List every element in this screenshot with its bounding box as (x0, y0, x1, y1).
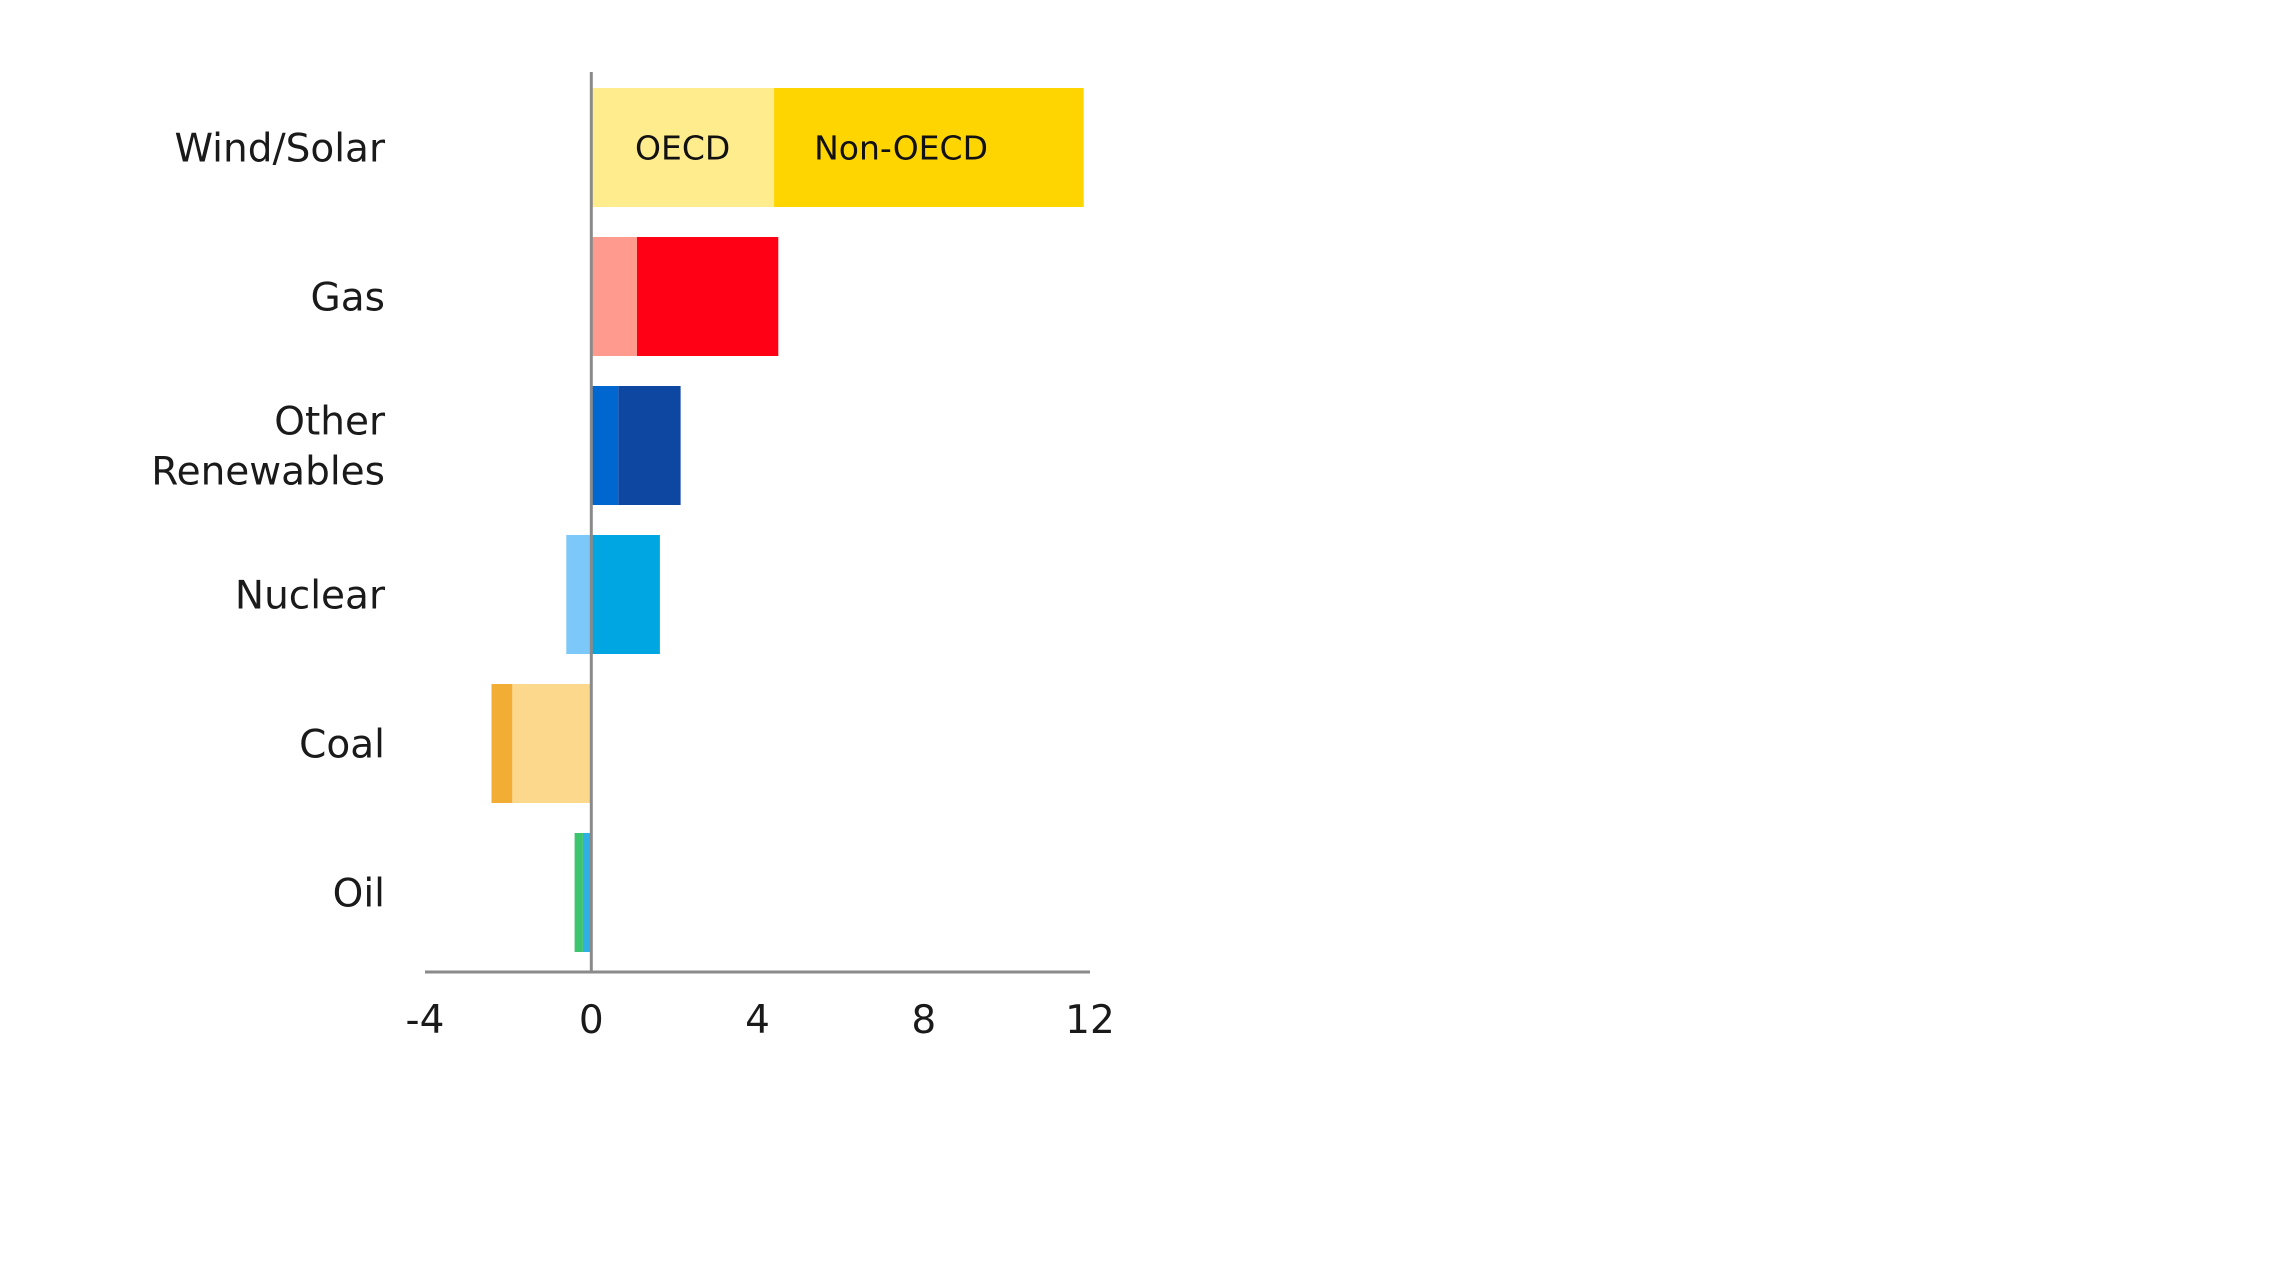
bar-wind-solar-oecd (591, 88, 775, 207)
category-label-gas: Gas (311, 276, 385, 321)
tick-labels: -4 0 4 8 12 (406, 998, 1115, 1043)
category-labels: Wind/Solar Gas Other Renewables Nuclear Coal O… (151, 127, 386, 917)
bars-group (491, 88, 1084, 952)
bar-gas-non-oecd (637, 237, 779, 356)
x-tick-label: 4 (745, 998, 770, 1043)
bar-other-renewables-non-oecd (618, 386, 681, 505)
x-tick-label: 8 (911, 998, 936, 1043)
category-label-line: Wind/Solar (174, 127, 386, 172)
bar-coal-non-oecd (491, 684, 513, 803)
category-label-line: Coal (299, 723, 385, 768)
category-label-oil: Oil (333, 872, 385, 917)
segment-label-oecd: OECD (635, 129, 730, 168)
bar-oil-non-oecd (574, 833, 583, 952)
bar-nuclear-non-oecd (591, 535, 660, 654)
segment-labels: OECD Non-OECD (635, 129, 988, 168)
x-tick-label: 12 (1065, 998, 1115, 1043)
bar-oil-oecd (582, 833, 592, 952)
category-label-coal: Coal (299, 723, 385, 768)
category-label-line: Oil (333, 872, 385, 917)
category-label-line: Other (274, 400, 386, 445)
segment-label-non-oecd: Non-OECD (814, 129, 988, 168)
axes-group (425, 72, 1090, 974)
bar-wind-solar-non-oecd (774, 88, 1084, 207)
category-label-line: Nuclear (235, 574, 386, 619)
category-label-line: Gas (311, 276, 385, 321)
bar-coal-oecd (512, 684, 592, 803)
x-tick-label: 0 (579, 998, 604, 1043)
bar-gas-oecd (591, 237, 637, 356)
category-label-nuclear: Nuclear (235, 574, 386, 619)
bar-other-renewables-oecd (591, 386, 619, 505)
category-label-other-renewables: Other Renewables (151, 400, 386, 495)
x-tick-label: -4 (406, 998, 445, 1043)
category-label-line: Renewables (151, 450, 385, 495)
bar-nuclear-oecd (566, 535, 592, 654)
category-label-wind-solar: Wind/Solar (174, 127, 386, 172)
